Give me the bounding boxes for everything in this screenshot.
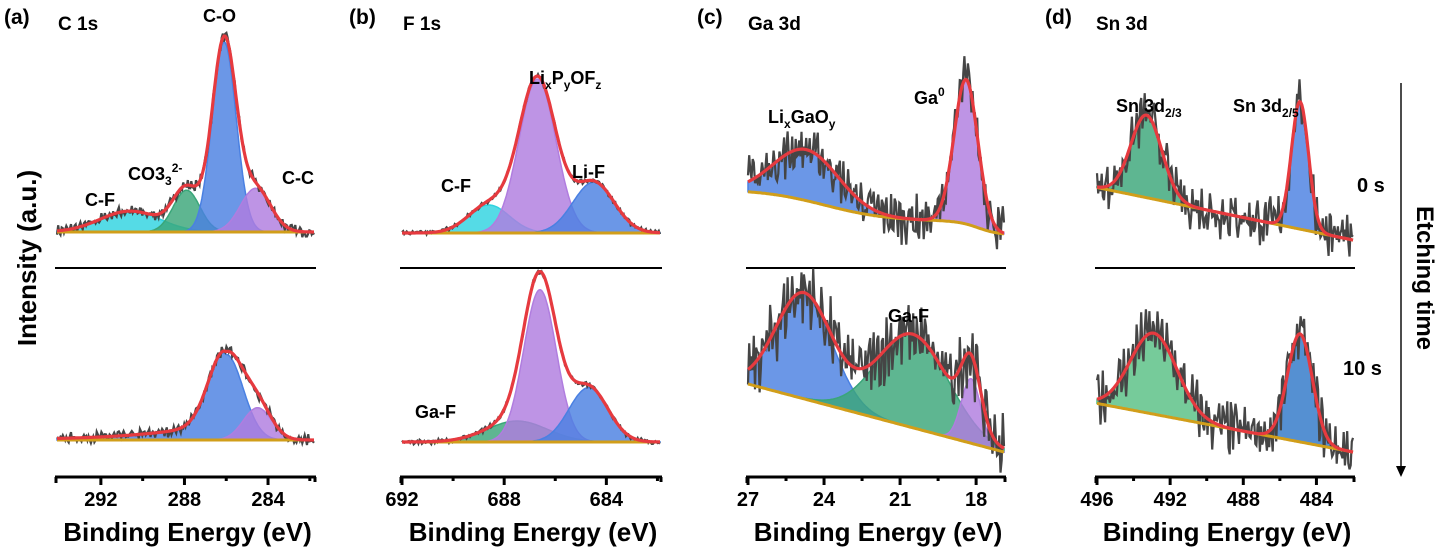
envelope-fit-line	[56, 34, 314, 234]
time-label-10s: 10 s	[1343, 358, 1382, 380]
peak-label: LixGaOy	[768, 107, 836, 131]
envelope-fit-line	[56, 349, 314, 442]
x-axis: 692 688 684 Binding Energy (eV)	[385, 475, 663, 547]
raw-data-line	[1095, 309, 1355, 470]
spectrum-0s: C-F LixPyOFz Li-F	[401, 68, 662, 238]
y-axis-label: Intensity (a.u.)	[12, 170, 42, 346]
x-tick-label: 21	[889, 489, 911, 511]
panel-letter: (c)	[697, 6, 723, 29]
x-axis-label: Binding Energy (eV)	[754, 517, 1002, 547]
time-label-0s: 0 s	[1357, 175, 1385, 197]
x-axis-label: Binding Energy (eV)	[1103, 517, 1351, 547]
spectrum-10s	[56, 343, 315, 448]
peak-label: Sn 3d2/3	[1116, 96, 1182, 120]
envelope-fit-line	[747, 290, 1005, 450]
panel-ga3d: (c) Ga 3d LixGaOy Ga0 Ga-F 27 24 21 18 Binding …	[697, 6, 1007, 547]
x-tick-label: 288	[168, 489, 201, 511]
spectrum-10s: Ga-F	[746, 268, 1006, 473]
x-tick-label: 488	[1227, 489, 1260, 511]
spectrum-10s	[1095, 309, 1355, 470]
x-axis: 496 492 488 484 Binding Energy (eV)	[1080, 475, 1356, 547]
envelope-fit-line	[402, 74, 660, 235]
peak-label: C-O	[203, 6, 236, 26]
x-tick-label: 688	[487, 489, 520, 511]
panel-title: F 1s	[403, 14, 441, 35]
etching-time-label: Etching time	[1411, 206, 1438, 350]
panel-title: Ga 3d	[748, 14, 801, 35]
x-tick-label: 492	[1153, 489, 1186, 511]
panel-c1s: (a) C 1s C-F CO332- C-O C-C 292 288 284 Binding…	[4, 6, 317, 547]
envelope-fit-line	[747, 77, 1005, 235]
peak-label: LixPyOFz	[529, 68, 601, 92]
peak-label: C-F	[85, 190, 115, 210]
peak-label: C-C	[282, 168, 314, 188]
peak-label: Ga-F	[415, 402, 456, 422]
x-axis: 27 24 21 18 Binding Energy (eV)	[737, 475, 1007, 547]
x-tick-label: 692	[385, 489, 418, 511]
peak-label: Ga0	[914, 85, 945, 108]
x-axis: 292 288 284 Binding Energy (eV)	[54, 475, 317, 547]
panel-letter: (b)	[349, 6, 376, 29]
peak-label: Li-F	[572, 162, 605, 182]
spectrum-0s: C-F CO332- C-O C-C	[55, 6, 315, 239]
envelope-fit-line	[1096, 99, 1354, 242]
x-tick-label: 484	[1300, 489, 1334, 511]
panel-title: Sn 3d	[1096, 14, 1148, 35]
peak-label: Sn 3d2/5	[1233, 96, 1299, 120]
envelope-fit-line	[402, 270, 660, 444]
x-tick-label: 496	[1080, 489, 1113, 511]
panel-f1s: (b) F 1s C-F LixPyOFz Li-F Ga-F 692 688 684 Bin…	[349, 6, 663, 547]
x-tick-label: 18	[965, 489, 987, 511]
x-tick-label: 27	[737, 489, 759, 511]
x-tick-label: 284	[251, 489, 285, 511]
panel-sn3d: (d) Sn 3d Sn 3d2/3 Sn 3d2/5 496 492 488 484 Bi…	[1045, 6, 1356, 547]
peak-label: C-F	[441, 176, 471, 196]
x-tick-label: 24	[813, 489, 836, 511]
peak-label: Ga-F	[888, 306, 929, 326]
peak-label: CO332-	[128, 161, 182, 188]
x-tick-label: 292	[84, 489, 117, 511]
baseline-line	[747, 190, 1005, 236]
panel-letter: (d)	[1045, 6, 1072, 29]
x-tick-label: 684	[590, 489, 624, 511]
etching-time-arrowhead	[1396, 466, 1406, 477]
baseline-line	[747, 382, 1005, 454]
envelope-fit-line	[1096, 331, 1354, 454]
spectrum-10s: Ga-F	[401, 268, 661, 447]
panel-title: C 1s	[58, 14, 98, 35]
spectrum-0s: LixGaOy Ga0	[746, 56, 1006, 250]
panel-letter: (a)	[4, 6, 30, 29]
spectrum-0s: Sn 3d2/3 Sn 3d2/5	[1095, 79, 1354, 257]
x-axis-label: Binding Energy (eV)	[409, 517, 657, 547]
x-axis-label: Binding Energy (eV)	[63, 517, 311, 547]
raw-data-line	[746, 268, 1006, 473]
